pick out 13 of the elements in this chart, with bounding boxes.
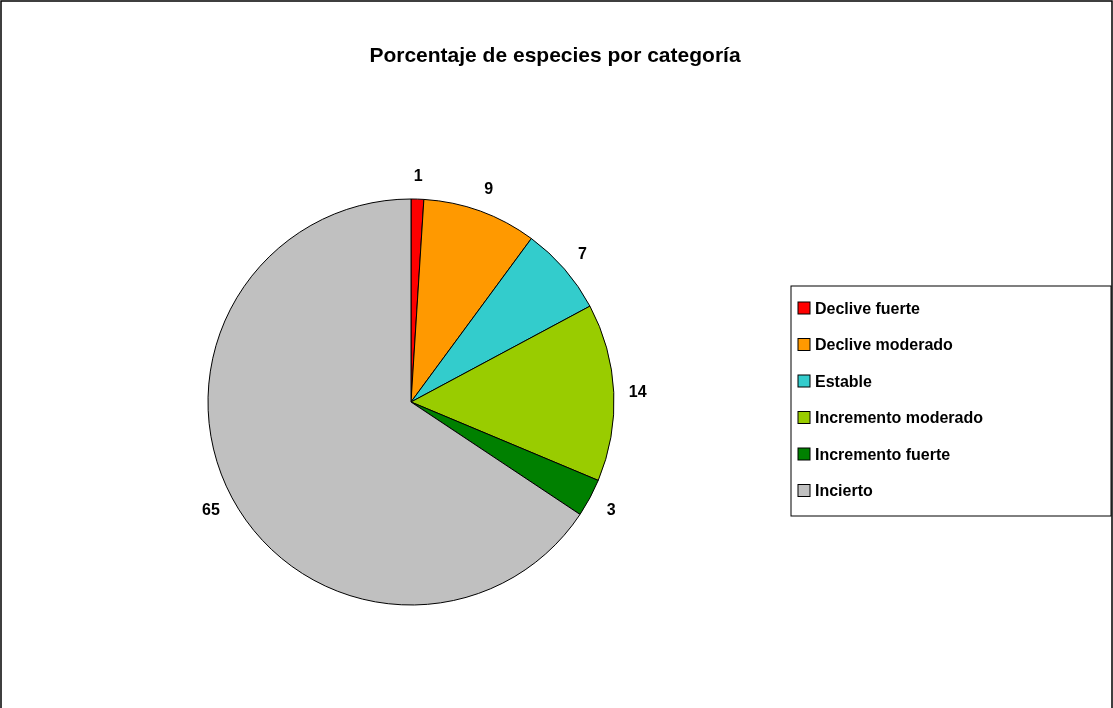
legend-label: Incierto <box>815 482 874 500</box>
data-label: 9 <box>484 180 494 198</box>
legend-label: Estable <box>815 372 873 390</box>
chart-title: Porcentaje de especies por categoría <box>369 43 741 66</box>
data-label: 14 <box>628 382 647 400</box>
data-label: 7 <box>578 244 588 262</box>
legend-label: Declive moderado <box>815 336 954 354</box>
data-label: 65 <box>202 500 220 518</box>
legend-label: Incremento moderado <box>815 409 984 427</box>
data-label: 1 <box>413 166 423 184</box>
data-label: 3 <box>606 500 616 518</box>
legend-label: Declive fuerte <box>815 299 921 317</box>
legend-label: Incremento fuerte <box>815 445 951 463</box>
